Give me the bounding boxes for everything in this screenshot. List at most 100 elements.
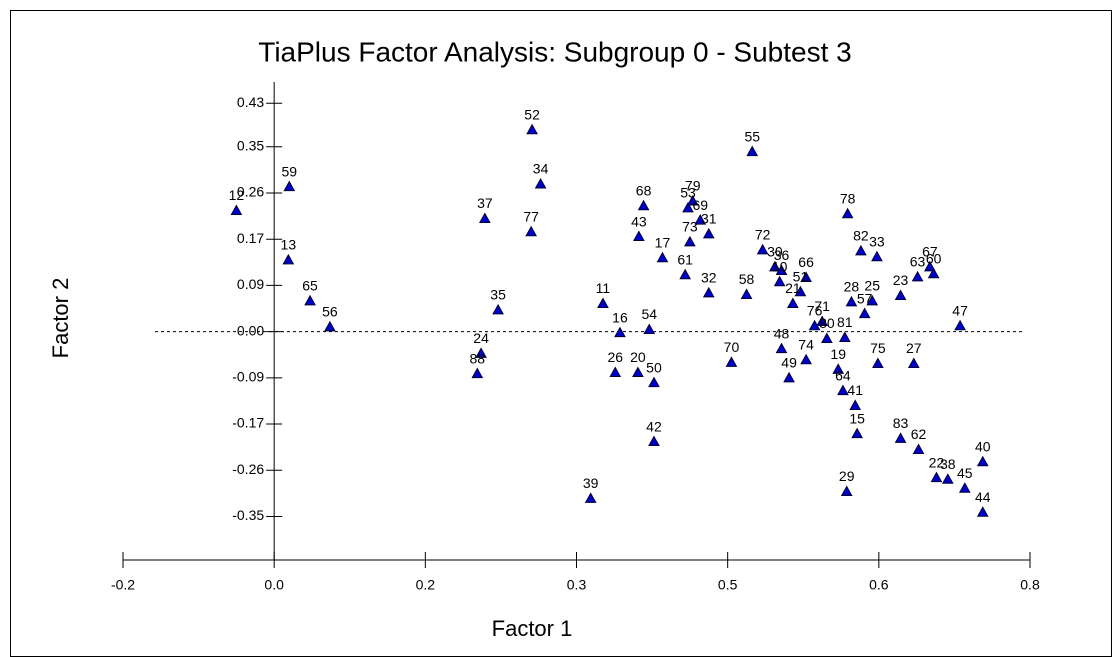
- point-label: 80: [819, 315, 835, 331]
- point-label: 45: [957, 465, 973, 481]
- point: [794, 285, 807, 297]
- point-label: 30: [767, 244, 783, 260]
- point: [821, 332, 833, 344]
- point-label: 66: [798, 254, 814, 270]
- point-label: 22: [929, 454, 945, 470]
- point-label: 17: [655, 235, 671, 251]
- point-label: 51: [793, 268, 809, 284]
- point-label: 11: [596, 280, 611, 296]
- point: [492, 303, 504, 315]
- point: [282, 253, 295, 265]
- point: [866, 294, 879, 306]
- point: [941, 473, 954, 484]
- point-label: 28: [844, 279, 860, 295]
- point: [475, 347, 487, 358]
- point: [648, 435, 660, 447]
- x-tick-label: -0.2: [111, 577, 135, 593]
- point-label: 19: [830, 346, 846, 362]
- point: [837, 384, 849, 396]
- point: [976, 455, 989, 467]
- point: [614, 326, 626, 338]
- point: [686, 194, 699, 206]
- point: [632, 366, 644, 378]
- point: [637, 199, 650, 211]
- point: [304, 294, 316, 306]
- point-label: 40: [975, 438, 991, 454]
- point-label: 65: [302, 278, 318, 294]
- y-tick-label: 0.35: [237, 137, 264, 153]
- point-label: 38: [940, 456, 956, 472]
- point: [702, 227, 715, 239]
- y-tick-label: 0.43: [237, 94, 264, 110]
- point: [954, 319, 966, 331]
- point: [534, 177, 547, 189]
- point-label: 79: [685, 178, 701, 194]
- point: [976, 506, 989, 517]
- point: [656, 251, 669, 263]
- point-label: 64: [835, 367, 851, 383]
- point-label: 49: [781, 355, 797, 371]
- point-label: 69: [692, 197, 708, 213]
- point: [800, 271, 812, 282]
- x-tick-label: 0.3: [567, 577, 587, 593]
- point: [851, 427, 863, 439]
- point: [679, 268, 692, 280]
- point: [597, 297, 609, 308]
- point: [773, 275, 786, 287]
- point: [800, 353, 812, 365]
- point: [840, 485, 853, 496]
- point-label: 54: [641, 306, 657, 322]
- point: [845, 295, 858, 307]
- y-tick-label: 0.17: [237, 230, 264, 246]
- point: [775, 342, 788, 354]
- point-label: 29: [839, 468, 855, 484]
- point-label: 27: [906, 340, 922, 356]
- point-label: 59: [281, 163, 297, 179]
- point: [927, 267, 940, 279]
- x-tick-label: 0.0: [264, 577, 284, 593]
- point-label: 67: [922, 244, 938, 260]
- point: [694, 214, 707, 225]
- point: [609, 366, 622, 378]
- point-label: 31: [701, 211, 717, 227]
- point: [858, 307, 871, 319]
- point: [479, 212, 491, 223]
- point-label: 35: [490, 287, 506, 303]
- point-label: 57: [857, 290, 873, 306]
- point-label: 36: [774, 247, 790, 263]
- x-tick-label: 0.8: [1020, 577, 1040, 593]
- frame: [10, 10, 1112, 657]
- point-label: 88: [470, 350, 486, 366]
- point-label: 60: [926, 250, 942, 266]
- point-label: 47: [952, 302, 968, 318]
- point: [808, 319, 821, 331]
- point-label: 76: [807, 302, 823, 318]
- point-label: 53: [680, 185, 696, 201]
- point-label: 25: [864, 278, 880, 294]
- point-label: 43: [631, 213, 647, 229]
- point: [756, 243, 769, 255]
- point-label: 42: [646, 418, 662, 434]
- point-label: 83: [893, 415, 909, 431]
- point-label: 77: [523, 208, 539, 224]
- point-label: 37: [477, 195, 493, 211]
- point-label: 26: [607, 349, 623, 365]
- point-label: 70: [724, 339, 740, 355]
- point-label: 74: [798, 336, 814, 352]
- point: [324, 320, 336, 332]
- point: [633, 230, 645, 242]
- point: [230, 204, 243, 216]
- point-label: 72: [755, 227, 771, 243]
- point-label: 61: [677, 251, 693, 267]
- point-label: 12: [229, 187, 245, 203]
- x-tick-label: 0.5: [718, 577, 738, 593]
- point-label: 21: [785, 280, 801, 296]
- point: [907, 357, 920, 368]
- y-tick-label: 0.26: [237, 184, 264, 200]
- point-label: 62: [911, 426, 927, 442]
- point-label: 44: [975, 489, 991, 505]
- point: [816, 315, 828, 327]
- point: [783, 371, 795, 383]
- point-label: 20: [630, 349, 646, 365]
